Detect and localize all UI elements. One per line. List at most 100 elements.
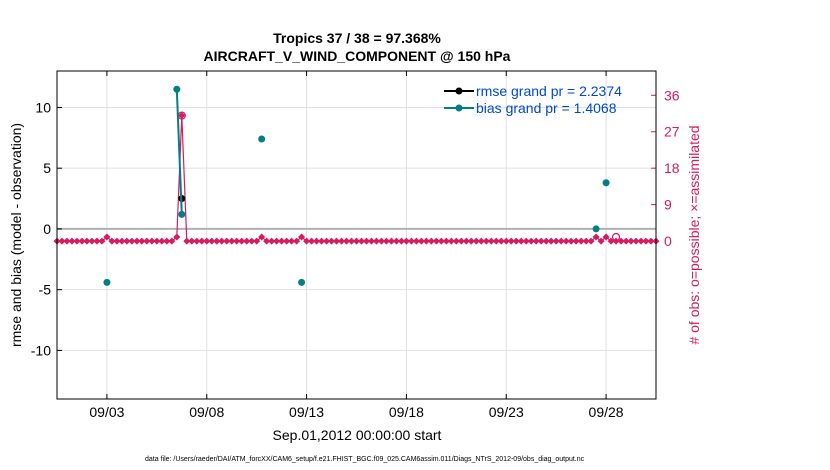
obs-assimilated-marker [387, 237, 395, 245]
obs-assimilated-marker [532, 237, 540, 245]
obs-assimilated-marker [248, 237, 256, 245]
obs-assimilated-marker [632, 237, 640, 245]
y-axis-label: rmse and bias (model - observation) [8, 123, 24, 347]
obs-assimilated-marker [507, 237, 515, 245]
y-axis-ticks: 10 5 0 -5 -10 [31, 99, 62, 358]
y2-axis-ticks: 36 27 18 9 0 [651, 87, 680, 249]
obs-assimilated-marker [512, 237, 520, 245]
bias-point [178, 210, 186, 218]
obs-assimilated-marker [103, 233, 111, 241]
obs-assimilated-line [57, 115, 656, 242]
plot-frame [56, 70, 657, 400]
obs-assimilated-marker [303, 237, 311, 245]
obs-assimilated-marker [243, 237, 251, 245]
obs-assimilated-marker [637, 237, 645, 245]
y-tick-label: -10 [31, 342, 51, 358]
obs-assimilated-marker [178, 112, 186, 120]
y2-tick-label: 27 [664, 124, 680, 140]
obs-assimilated-marker [208, 237, 216, 245]
obs-assimilated-marker [372, 237, 380, 245]
obs-assimilated-marker [572, 237, 580, 245]
obs-assimilated-marker [223, 237, 231, 245]
obs-assimilated-marker [338, 237, 346, 245]
obs-assimilated-marker [268, 237, 276, 245]
obs-assimilated-marker [397, 237, 405, 245]
obs-assimilated-marker [123, 237, 131, 245]
obs-assimilated-marker [457, 237, 465, 245]
obs-assimilated-marker [582, 237, 590, 245]
obs-assimilated-marker [173, 233, 181, 241]
obs-assimilated-marker [467, 237, 475, 245]
obs-assimilated-marker [193, 237, 201, 245]
x-axis-ticks: 09/03 09/08 09/13 09/18 09/23 09/28 [89, 71, 624, 420]
obs-assimilated-marker [472, 237, 480, 245]
obs-assimilated-marker [198, 237, 206, 245]
obs-assimilated-marker [253, 237, 261, 245]
x-tick-label: 09/18 [389, 404, 424, 420]
y-tick-label: -5 [39, 282, 52, 298]
obs-assimilated-marker [298, 233, 306, 241]
obs-assimilated-marker [412, 237, 420, 245]
legend: rmse grand pr = 2.2374 bias grand pr = 1… [444, 83, 622, 116]
y2-tick-label: 18 [664, 160, 680, 176]
obs-assimilated-marker [278, 237, 286, 245]
obs-assimilated-marker [452, 237, 460, 245]
x-tick-label: 09/08 [189, 404, 224, 420]
obs-assimilated-marker [163, 237, 171, 245]
obs-assimilated-marker [367, 237, 375, 245]
obs-assimilated-marker [542, 237, 550, 245]
obs-assimilated-marker [482, 237, 490, 245]
obs-assimilated-marker [477, 237, 485, 245]
obs-assimilated-marker [108, 237, 116, 245]
obs-assimilated-marker [517, 237, 525, 245]
y-tick-label: 0 [43, 221, 51, 237]
obs-assimilated-marker [627, 237, 635, 245]
x-tick-label: 09/23 [489, 404, 524, 420]
obs-assimilated-marker [68, 237, 76, 245]
obs-assimilated-marker [407, 237, 415, 245]
obs-assimilated-marker [308, 237, 316, 245]
obs-assimilated-marker [392, 237, 400, 245]
obs-assimilated-marker [577, 237, 585, 245]
y-tick-label: 5 [43, 160, 51, 176]
y2-tick-label: 0 [664, 233, 672, 249]
obs-assimilated-marker [547, 237, 555, 245]
obs-assimilated-marker [83, 237, 91, 245]
obs-assimilated-marker [188, 237, 196, 245]
x-tick-label: 09/13 [289, 404, 324, 420]
obs-assimilated-marker [263, 237, 271, 245]
obs-assimilated-marker [362, 237, 370, 245]
x-axis-label: Sep.01,2012 00:00:00 start [273, 427, 442, 443]
obs-assimilated-marker [348, 237, 356, 245]
legend-rmse-marker [455, 87, 463, 95]
obs-assimilated-marker [417, 237, 425, 245]
x-tick-label: 09/28 [589, 404, 624, 420]
obs-assimilated-marker [218, 237, 226, 245]
obs-assimilated-marker [402, 237, 410, 245]
obs-assimilated-marker [592, 233, 600, 241]
grid-lines [57, 71, 656, 399]
obs-possible-marker [611, 232, 621, 242]
chart-title-line2: AIRCRAFT_V_WIND_COMPONENT @ 150 hPa [204, 48, 511, 64]
obs-assimilated-marker [462, 237, 470, 245]
obs-assimilated-marker [288, 237, 296, 245]
obs-assimilated-marker [238, 237, 246, 245]
bias-point [298, 278, 306, 286]
obs-assimilated-marker [58, 237, 66, 245]
obs-assimilated-marker [228, 237, 236, 245]
obs-assimilated-marker [557, 237, 565, 245]
chart-title-line1: Tropics 37 / 38 = 97.368% [273, 30, 441, 46]
obs-assimilated-marker [283, 237, 291, 245]
obs-assimilated-marker [148, 237, 156, 245]
obs-assimilated-marker [143, 237, 151, 245]
obs-assimilated-marker [88, 237, 96, 245]
obs-assimilated-marker [492, 237, 500, 245]
bias-point [258, 135, 266, 143]
obs-assimilated-marker [527, 237, 535, 245]
obs-assimilated-marker [73, 237, 81, 245]
obs-assimilated-marker [98, 237, 106, 245]
obs-assimilated-marker [168, 237, 176, 245]
obs-assimilated-marker [138, 237, 146, 245]
obs-assimilated-marker [203, 237, 211, 245]
